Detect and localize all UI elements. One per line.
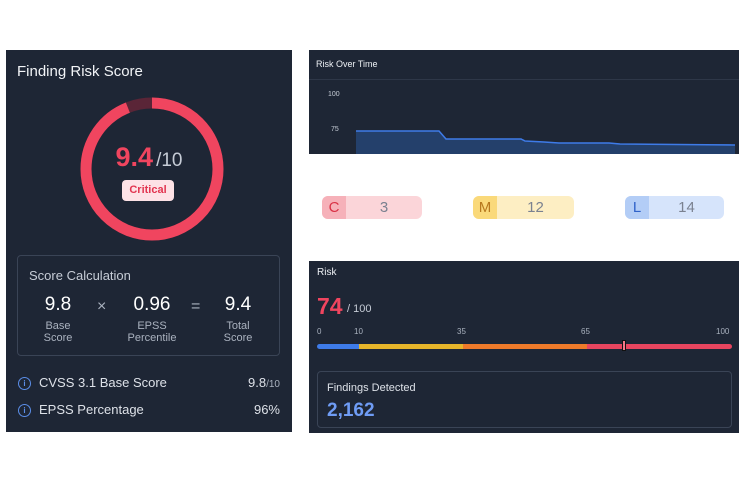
risk-scale-bar [317,344,732,349]
card-title: Risk Over Time [316,59,378,69]
risk-over-time-card: Risk Over Time 100 75 [309,50,739,154]
chip-count: 12 [527,199,544,216]
findings-label: Findings Detected [327,382,416,394]
calculation-title: Score Calculation [29,268,131,283]
chip-key: L [625,196,649,219]
metric-value: 9.8/10 [248,375,280,390]
score-max: /10 [156,150,183,171]
epss-percentile: 0.96 EPSS Percentile [122,294,182,344]
chip-key: C [322,196,346,219]
risk-trend-chart [356,130,736,154]
metric-epss: i EPSS Percentage 96% [18,402,280,420]
risk-card: Risk 74 / 100 0 10 35 65 100 Findings De… [309,261,739,433]
scale-segment-medium [359,344,463,349]
gauge-arc [80,97,224,241]
epss-label: EPSS Percentile [127,320,177,344]
cvss-value: 9.8 [248,375,267,390]
score-calculation-box: Score Calculation 9.8 Base Score × 0.96 … [17,255,280,356]
metric-label: CVSS 3.1 Base Score [39,375,167,390]
base-score: 9.8 Base Score [28,294,88,344]
chip-count: 14 [678,199,695,216]
risk-max: / 100 [347,303,372,315]
severity-chip-critical[interactable]: C 3 [322,196,422,219]
findings-detected-box: Findings Detected 2,162 [317,371,732,428]
y-tick-75: 75 [331,126,339,133]
total-score-label: Total Score [223,320,253,344]
scale-tick-35: 35 [457,327,466,336]
score-value: 9.4 [115,142,154,172]
base-score-label: Base Score [43,320,73,344]
epss-value: 0.96 [133,294,171,315]
metric-cvss: i CVSS 3.1 Base Score 9.8/10 [18,375,280,393]
total-score: 9.4 Total Score [208,294,268,344]
scale-tick-0: 0 [317,327,322,336]
cvss-suffix: /10 [266,379,280,390]
chip-count: 3 [379,199,389,216]
score-readout: 9.4/10 [6,142,292,173]
findings-value: 2,162 [327,400,375,421]
scale-segment-high [463,344,587,349]
severity-badge: Critical [122,180,174,201]
total-score-value: 9.4 [224,294,252,315]
scale-tick-65: 65 [581,327,590,336]
severity-chip-low[interactable]: L 14 [625,196,724,219]
risk-marker [622,340,627,351]
scale-tick-10: 10 [354,327,363,336]
severity-chip-medium[interactable]: M 12 [473,196,574,219]
score-gauge [80,97,224,241]
scale-tick-100: 100 [716,327,730,336]
info-icon[interactable]: i [18,377,31,390]
info-icon[interactable]: i [18,404,31,417]
card-title: Risk [317,267,337,278]
chip-key: M [473,196,497,219]
card-title: Finding Risk Score [17,63,143,80]
risk-trend-line [356,130,736,146]
scale-segment-critical [587,344,732,349]
risk-value: 74 [317,293,343,319]
finding-risk-score-card: Finding Risk Score 9.4/10 Critical Score… [6,50,292,432]
scale-segment-low [317,344,359,349]
metric-value: 96% [253,402,280,417]
metric-label: EPSS Percentage [39,402,144,417]
y-tick-100: 100 [328,91,340,98]
base-score-value: 9.8 [44,294,72,315]
multiply-operator: × [97,298,107,315]
divider [309,79,739,80]
equals-operator: = [191,298,201,315]
